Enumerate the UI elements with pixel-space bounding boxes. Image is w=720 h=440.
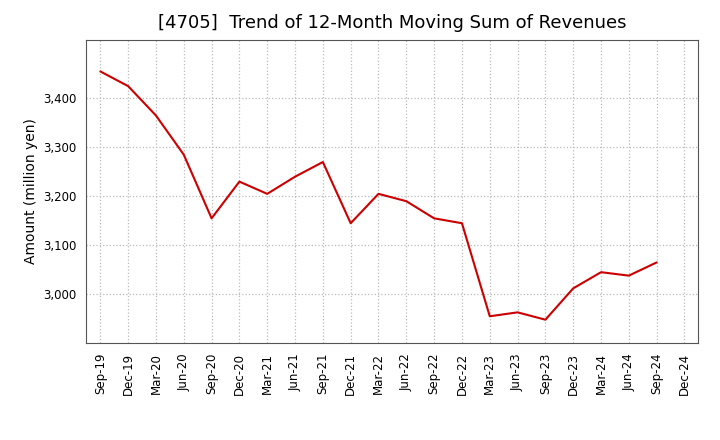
- Title: [4705]  Trend of 12-Month Moving Sum of Revenues: [4705] Trend of 12-Month Moving Sum of R…: [158, 15, 626, 33]
- Y-axis label: Amount (million yen): Amount (million yen): [24, 118, 37, 264]
